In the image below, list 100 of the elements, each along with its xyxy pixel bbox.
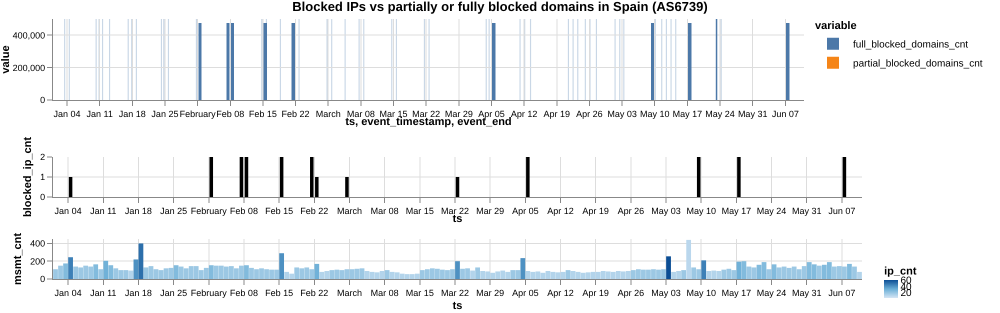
x-tick-label: Apr 05	[512, 206, 539, 216]
bar	[93, 264, 98, 279]
y-axis-title: value	[0, 45, 12, 74]
x-tick-label: Jun 07	[828, 206, 856, 216]
bar	[852, 266, 857, 279]
x-tick-label: Apr 26	[618, 206, 644, 216]
x-tick-label: Feb 22	[282, 108, 310, 119]
y-tick-label: 200,000	[12, 62, 46, 73]
x-tick-label: February	[180, 108, 216, 119]
x-tick-label: Jan 04	[54, 288, 82, 298]
x-tick-label: May 31	[792, 288, 822, 298]
x-tick-label: Apr 12	[547, 206, 574, 216]
x-tick-label: Jan 04	[53, 108, 81, 119]
bar	[566, 270, 570, 279]
y-tick-label: 1	[40, 172, 46, 182]
x-tick-label: Apr 05	[478, 108, 505, 119]
x-tick-label: March	[336, 288, 362, 298]
x-tick-label: May 24	[756, 288, 786, 298]
bar	[174, 265, 178, 279]
x-tick-label: May 03	[607, 108, 637, 119]
x-tick-label: May 10	[686, 206, 716, 216]
x-tick-label: Mar 15	[406, 206, 434, 216]
bar	[68, 257, 73, 279]
bar	[701, 260, 706, 279]
y-axis-title: blocked_ip_cnt	[22, 136, 34, 218]
x-tick-label: Mar 22	[440, 288, 469, 298]
bar	[681, 270, 686, 279]
bar	[742, 261, 746, 279]
bar	[772, 264, 776, 279]
x-tick-label: Apr 19	[582, 206, 609, 216]
x-tick-label: May 24	[705, 108, 735, 119]
x-tick-label: Apr 12	[510, 108, 538, 119]
x-axis-title: ts	[452, 300, 462, 312]
x-tick-label: Jan 18	[118, 108, 146, 119]
x-tick-label: Feb 08	[230, 206, 258, 216]
x-tick-label: May 17	[722, 206, 752, 216]
x-tick-label: Jan 04	[54, 206, 82, 216]
x-tick-label: Feb 15	[248, 108, 277, 119]
y-tick-label: 0	[40, 192, 46, 202]
x-tick-label: Jun 07	[828, 288, 856, 298]
x-tick-label: May 03	[651, 206, 681, 216]
x-tick-label: Jan 11	[90, 206, 116, 216]
x-tick-label: Mar 15	[380, 108, 408, 119]
x-tick-label: Feb 15	[265, 288, 294, 298]
bar	[475, 267, 480, 279]
x-tick-label: Jan 25	[151, 108, 178, 119]
x-tick-label: Mar 08	[370, 288, 399, 298]
x-tick-label: Mar 29	[444, 108, 473, 119]
bar	[128, 270, 134, 279]
bar	[279, 253, 284, 279]
color-bar-title: ip_cnt	[884, 265, 917, 278]
x-tick-label: Mar 22	[440, 206, 469, 216]
y-tick-label: 0	[40, 274, 46, 284]
x-tick-label: May 24	[756, 206, 786, 216]
legend-label: full_blocked_domains_cnt	[853, 40, 968, 51]
x-tick-label: Apr 26	[618, 288, 644, 298]
bar	[314, 264, 320, 279]
x-tick-label: Apr 05	[512, 288, 539, 298]
x-tick-label: May 31	[792, 206, 822, 216]
x-tick-label: Jan 11	[90, 288, 116, 298]
bar	[816, 266, 822, 279]
x-tick-label: Mar 22	[412, 108, 440, 119]
bar	[455, 261, 460, 279]
bar	[470, 270, 475, 279]
x-tick-label: May 03	[651, 288, 681, 298]
x-tick-label: Jan 11	[86, 108, 113, 119]
color-bar-label: 20	[900, 288, 912, 300]
x-tick-label: February	[190, 206, 228, 216]
x-tick-label: March	[336, 206, 362, 216]
bar	[103, 260, 108, 279]
x-tick-label: Apr 19	[582, 288, 609, 298]
bar	[736, 262, 742, 279]
x-tick-label: Mar 08	[346, 108, 375, 119]
y-tick-label: 400,000	[12, 30, 46, 40]
bar	[384, 270, 390, 279]
x-tick-label: Apr 26	[576, 108, 603, 119]
y-axis-title: msmt_cnt	[12, 232, 24, 285]
x-tick-label: Jan 25	[160, 288, 188, 298]
y-tick-label: 0	[40, 95, 46, 106]
x-tick-label: May 10	[640, 108, 670, 119]
chart-title: Blocked IPs vs partially or fully blocked domains in Spain (AS6739)	[292, 0, 708, 14]
x-tick-label: May 31	[738, 108, 768, 119]
legend-label: partial_blocked_domains_cnt	[853, 58, 983, 70]
bar	[766, 269, 772, 279]
legend-title: variable	[815, 20, 857, 32]
x-tick-label: Feb 08	[230, 288, 258, 298]
bar	[108, 265, 114, 279]
x-axis-title: ts, event_timestamp, event_end	[345, 116, 512, 128]
x-tick-label: Feb 15	[265, 206, 294, 216]
bar	[857, 272, 862, 279]
x-tick-label: Jan 18	[124, 288, 152, 298]
y-tick-label: 2	[40, 152, 46, 162]
x-tick-label: May 17	[672, 108, 702, 119]
x-axis-title: ts	[452, 213, 462, 225]
x-tick-label: Mar 29	[476, 288, 504, 298]
x-tick-label: Feb 22	[300, 206, 328, 216]
x-tick-label: February	[190, 288, 228, 298]
bar	[63, 263, 68, 279]
x-tick-label: March	[316, 108, 341, 119]
y-tick-label: 200	[30, 256, 46, 266]
